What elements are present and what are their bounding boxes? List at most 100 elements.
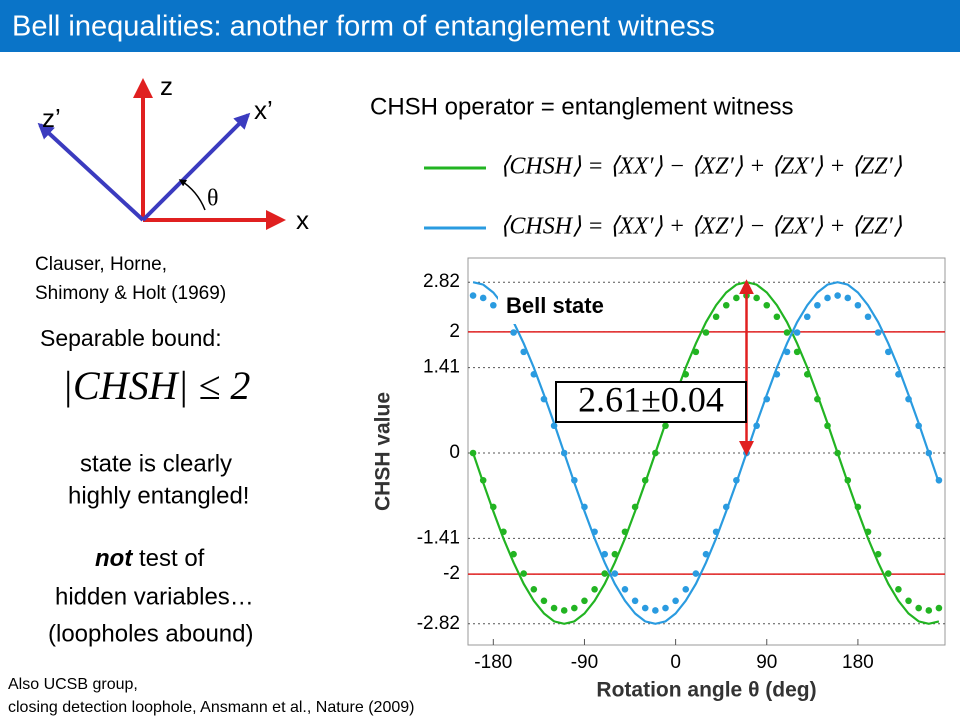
data-point [550,422,558,430]
data-point [864,313,872,321]
y-axis-label: CHSH value [372,392,395,511]
data-point [631,597,639,605]
result: 2.61±0.04 [578,379,724,419]
data-point [773,370,781,378]
data-point [490,301,497,309]
y-tick-label: -1.41 [417,527,460,548]
data-point [824,422,831,430]
data-point [814,395,821,403]
z-label: z [160,71,173,101]
data-point [915,422,922,430]
data-point [935,476,943,484]
data-point [581,503,588,511]
data-point [814,301,821,309]
conclusion: state is clearly [80,450,232,477]
data-point [520,570,528,577]
data-point [510,550,517,558]
data-point [662,422,669,430]
data-point [834,449,841,457]
data-point [682,370,690,378]
caveat: not test of [95,545,205,572]
angle-arc [178,179,206,211]
data-point [844,294,852,302]
data-point [652,607,659,614]
data-point [803,313,811,321]
data-point [884,348,892,356]
data-point [682,585,690,593]
bound-label: Separable bound: [40,325,222,351]
data-point [479,476,487,484]
data-point [560,449,568,457]
z-prime-label: z’ [42,103,61,133]
data-point [490,503,497,511]
y-tick-label: -2 [443,563,460,584]
data-point [753,294,760,302]
data-point [935,604,943,612]
data-point [915,604,922,612]
data-point [864,528,872,536]
theta-label: θ [207,186,219,212]
data-point [803,370,811,378]
data-point [692,570,700,577]
x-tick-label: -90 [571,652,598,673]
data-point [905,597,912,605]
data-point [571,604,578,612]
data-point [540,395,548,403]
caveat: hidden variables… [55,583,254,610]
data-point [702,550,710,558]
citation: Shimony & Holt (1969) [35,283,226,304]
data-point [763,395,771,403]
data-point [884,570,892,577]
data-point [753,422,760,430]
data-point [571,476,578,484]
data-point [621,585,629,593]
data-point [824,294,831,302]
legend-label: ⟨CHSH⟩ = ⟨XX′⟩ + ⟨XZ′⟩ − ⟨ZX′⟩ + ⟨ZZ′⟩ [500,214,903,240]
y-tick-label: 0 [449,442,460,463]
data-point [601,550,609,558]
data-point [793,348,801,356]
data-point [895,370,902,378]
data-point [652,449,659,457]
caveat-emphasis: not [95,545,133,572]
data-point [692,348,700,356]
data-point [895,585,902,593]
data-point [611,570,619,577]
data-point [591,585,598,593]
data-point [793,329,801,336]
data-point [591,528,598,536]
data-point [854,503,862,511]
y-tick-label: 1.41 [423,357,460,378]
annotation: Bell state [506,293,604,318]
data-point [631,503,639,511]
result-box [555,381,747,423]
z-prime-axis [37,122,145,222]
data-point [530,370,538,378]
x-label: x [296,205,309,235]
data-point [469,292,477,299]
data-point [500,528,507,536]
data-point [510,329,517,336]
x-tick-label: -180 [474,652,512,673]
data-point [702,329,710,336]
slide-title: Bell inequalities: another form of entan… [12,11,715,43]
fit-line [472,281,940,625]
footnote: closing detection loophole, Ansmann et a… [8,699,414,716]
data-point [641,604,649,612]
x-tick-label: 0 [670,652,681,673]
data-point [540,597,548,605]
footnote: Also UCSB group, [8,676,138,693]
data-point [672,597,679,605]
caveat-text: test of [132,545,204,572]
data-point [712,528,720,536]
header-bar [0,0,960,52]
data-point [925,449,933,457]
x-tick-label: 180 [842,652,874,673]
y-tick-label: -2.82 [417,613,460,634]
data-point [834,292,841,299]
annotation-box [498,288,648,324]
x-axis-label: Rotation angle θ (deg) [596,679,816,702]
data-point [733,476,740,484]
citation: Clauser, Horne, [35,254,167,275]
data-point [560,607,568,614]
